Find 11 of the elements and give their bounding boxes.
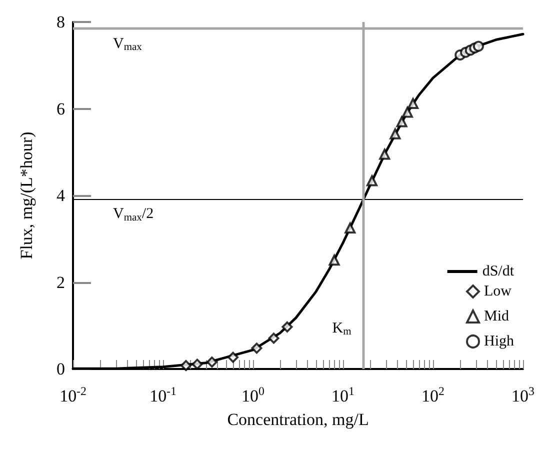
legend-label: Low — [484, 284, 512, 300]
x-axis-title: Concentration, mg/L — [227, 410, 369, 429]
y-tick-label: 2 — [56, 272, 65, 292]
legend-label: High — [484, 334, 514, 350]
y-tick-label: 4 — [56, 186, 66, 205]
legend-label: dS/dt — [482, 264, 515, 280]
y-tick-label: 6 — [56, 99, 65, 118]
y-tick-label: 8 — [56, 12, 65, 32]
y-tick-label: 0 — [56, 360, 65, 378]
y-axis-title: Flux, mg/(L*hour) — [17, 132, 36, 260]
legend-label: Mid — [484, 308, 510, 324]
